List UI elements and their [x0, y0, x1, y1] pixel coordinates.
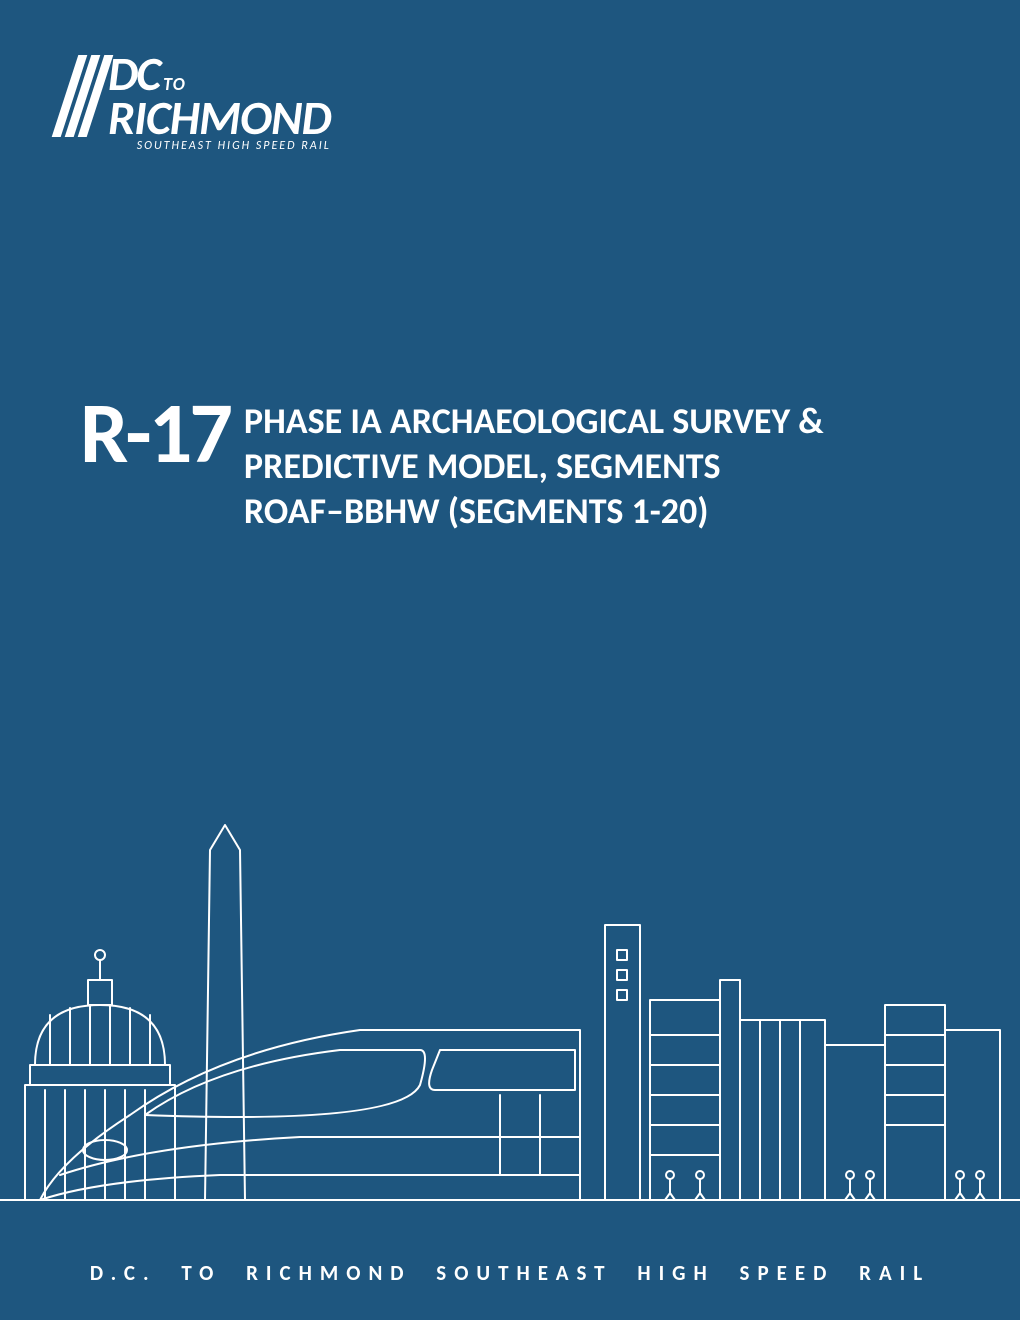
skyline-icon	[605, 925, 1000, 1200]
dc-richmond-logo: DC TO RICHMOND SOUTHEAST HIGH SPEED RAIL	[65, 50, 331, 152]
logo-text: DC TO RICHMOND SOUTHEAST HIGH SPEED RAIL	[108, 50, 331, 152]
logo-tracks-icon	[52, 55, 114, 137]
title-line-1: PHASE IA ARCHAEOLOGICAL SURVEY &	[244, 399, 824, 444]
document-number: R-17	[80, 395, 230, 472]
title-line-2: PREDICTIVE MODEL, SEGMENTS	[244, 444, 824, 489]
logo-tagline: SOUTHEAST HIGH SPEED RAIL	[108, 140, 331, 152]
logo-richmond: RICHMOND	[108, 94, 331, 142]
train-icon	[40, 1030, 580, 1200]
document-title-block: R-17 PHASE IA ARCHAEOLOGICAL SURVEY & PR…	[80, 395, 970, 534]
cover-illustration	[0, 805, 1020, 1235]
title-line-3: ROAF–BBHW (SEGMENTS 1-20)	[244, 489, 824, 534]
footer-text: D.C. TO RICHMOND SOUTHEAST HIGH SPEED RA…	[0, 1260, 1020, 1286]
document-title: PHASE IA ARCHAEOLOGICAL SURVEY & PREDICT…	[244, 395, 824, 534]
